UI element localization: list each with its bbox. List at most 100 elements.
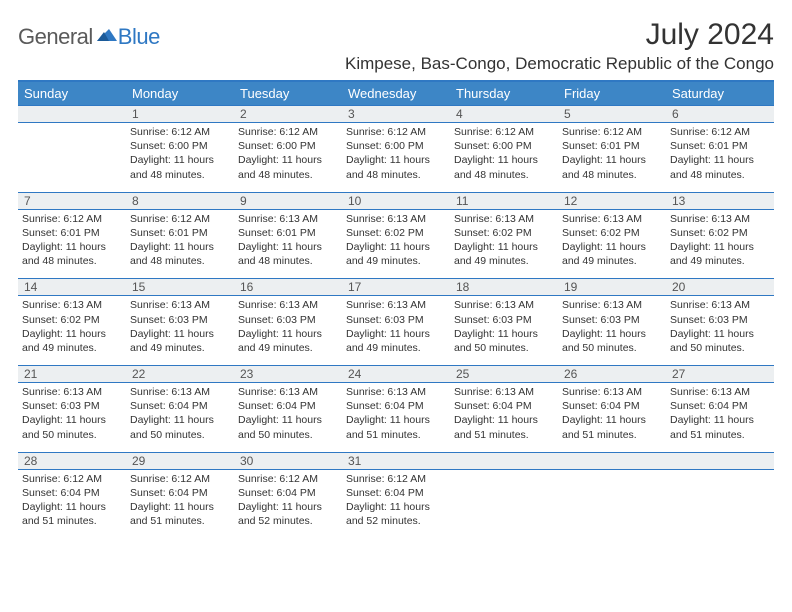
day-line: Sunset: 6:03 PM — [670, 313, 770, 327]
day-number: 13 — [666, 192, 774, 209]
week-row: Sunrise: 6:13 AM Sunset: 6:03 PM Daylight:… — [18, 383, 774, 453]
day-line: Daylight: 11 hours — [346, 413, 446, 427]
day-header: Thursday — [450, 82, 558, 106]
day-line: and 49 minutes. — [454, 254, 554, 268]
day-number: 17 — [342, 279, 450, 296]
day-cell: Sunrise: 6:13 AMSunset: 6:03 PMDaylight:… — [342, 296, 450, 366]
day-number: 18 — [450, 279, 558, 296]
day-line: Sunset: 6:01 PM — [130, 226, 230, 240]
day-line: and 48 minutes. — [130, 168, 230, 182]
day-cell: Sunrise: 6:13 AMSunset: 6:04 PMDaylight:… — [450, 383, 558, 453]
daynum-row: 28293031 — [18, 452, 774, 469]
day-line: Sunset: 6:03 PM — [562, 313, 662, 327]
day-cell: Sunrise: 6:12 AMSunset: 6:01 PMDaylight:… — [558, 123, 666, 193]
day-line: and 49 minutes. — [670, 254, 770, 268]
day-line: Sunset: 6:04 PM — [238, 399, 338, 413]
day-number: 9 — [234, 192, 342, 209]
day-number: 1 — [126, 106, 234, 123]
day-line: and 51 minutes. — [346, 428, 446, 442]
week-row: Sunrise: 6:12 AMSunset: 6:00 PMDaylight:… — [18, 123, 774, 193]
day-line: Sunset: 6:03 PM — [454, 313, 554, 327]
day-number: 27 — [666, 366, 774, 383]
day-line: and 48 minutes. — [346, 168, 446, 182]
day-number: 14 — [18, 279, 126, 296]
header: General Blue July 2024 — [18, 18, 774, 52]
day-line: and 50 minutes. — [130, 428, 230, 442]
day-number — [450, 452, 558, 469]
day-line: Sunrise: 6:12 AM — [130, 125, 230, 139]
day-line: Sunset: 6:02 PM — [454, 226, 554, 240]
day-line: and 49 minutes. — [238, 341, 338, 355]
day-line: Sunset: 6:00 PM — [454, 139, 554, 153]
day-cell — [666, 469, 774, 538]
day-line: and 51 minutes. — [562, 428, 662, 442]
day-line: and 48 minutes. — [130, 254, 230, 268]
day-number: 15 — [126, 279, 234, 296]
day-line: Sunrise: 6:12 AM — [22, 472, 122, 486]
day-line: Daylight: 11 hours — [238, 500, 338, 514]
day-line: and 48 minutes. — [22, 254, 122, 268]
day-line: Sunset: 6:03 PM — [22, 399, 122, 413]
day-number — [18, 106, 126, 123]
day-line: Daylight: 11 hours — [454, 327, 554, 341]
day-line: Daylight: 11 hours — [22, 327, 122, 341]
day-cell: Sunrise: 6:13 AMSunset: 6:02 PMDaylight:… — [666, 209, 774, 279]
day-cell: Sunrise: 6:12 AMSunset: 6:00 PMDaylight:… — [450, 123, 558, 193]
day-number: 16 — [234, 279, 342, 296]
day-cell: Sunrise: 6:12 AMSunset: 6:00 PMDaylight:… — [342, 123, 450, 193]
day-line: Sunset: 6:04 PM — [130, 399, 230, 413]
day-cell: Sunrise: 6:12 AMSunset: 6:01 PMDaylight:… — [666, 123, 774, 193]
calendar-body: 123456Sunrise: 6:12 AMSunset: 6:00 PMDay… — [18, 106, 774, 539]
day-line: Sunset: 6:02 PM — [346, 226, 446, 240]
day-line: Sunset: 6:03 PM — [346, 313, 446, 327]
day-line: Daylight: 11 hours — [562, 153, 662, 167]
day-line: Sunset: 6:00 PM — [130, 139, 230, 153]
day-line: Sunrise: 6:13 AM — [346, 385, 446, 399]
day-line: and 50 minutes. — [454, 341, 554, 355]
daynum-row: 14151617181920 — [18, 279, 774, 296]
day-line: and 49 minutes. — [130, 341, 230, 355]
daynum-row: 123456 — [18, 106, 774, 123]
day-number: 3 — [342, 106, 450, 123]
day-line: Sunrise: 6:13 AM — [238, 212, 338, 226]
day-number: 20 — [666, 279, 774, 296]
day-line: Sunrise: 6:12 AM — [238, 472, 338, 486]
day-line: Sunset: 6:03 PM — [130, 313, 230, 327]
day-line: Daylight: 11 hours — [670, 413, 770, 427]
day-cell — [18, 123, 126, 193]
day-line: Sunset: 6:04 PM — [346, 486, 446, 500]
day-number: 10 — [342, 192, 450, 209]
day-number: 22 — [126, 366, 234, 383]
week-row: Sunrise: 6:12 AMSunset: 6:04 PMDaylight:… — [18, 469, 774, 538]
day-number: 8 — [126, 192, 234, 209]
day-cell: Sunrise: 6:13 AMSunset: 6:03 PMDaylight:… — [558, 296, 666, 366]
day-line: Sunrise: 6:12 AM — [346, 125, 446, 139]
week-row: Sunrise: 6:12 AMSunset: 6:01 PMDaylight:… — [18, 209, 774, 279]
day-header: Saturday — [666, 82, 774, 106]
day-line: Sunrise: 6:12 AM — [562, 125, 662, 139]
day-cell: Sunrise: 6:12 AMSunset: 6:04 PMDaylight:… — [234, 469, 342, 538]
day-number — [666, 452, 774, 469]
day-line: and 52 minutes. — [238, 514, 338, 528]
day-number: 19 — [558, 279, 666, 296]
day-line: Sunrise: 6:13 AM — [346, 212, 446, 226]
day-line: Daylight: 11 hours — [130, 413, 230, 427]
day-line: Daylight: 11 hours — [346, 153, 446, 167]
day-line: Sunrise: 6:12 AM — [238, 125, 338, 139]
day-line: Daylight: 11 hours — [562, 327, 662, 341]
day-line: Sunset: 6:03 PM — [238, 313, 338, 327]
day-cell: Sunrise: 6:13 AMSunset: 6:02 PMDaylight:… — [18, 296, 126, 366]
day-header: Wednesday — [342, 82, 450, 106]
day-line: Daylight: 11 hours — [346, 500, 446, 514]
day-line: Daylight: 11 hours — [346, 327, 446, 341]
day-line: Sunrise: 6:12 AM — [130, 472, 230, 486]
day-number: 28 — [18, 452, 126, 469]
day-number: 11 — [450, 192, 558, 209]
day-number: 7 — [18, 192, 126, 209]
day-line: Sunrise: 6:13 AM — [454, 212, 554, 226]
day-header: Monday — [126, 82, 234, 106]
day-line: Sunset: 6:02 PM — [22, 313, 122, 327]
day-line: Sunset: 6:02 PM — [670, 226, 770, 240]
day-line: Sunset: 6:02 PM — [562, 226, 662, 240]
day-line: Sunrise: 6:13 AM — [346, 298, 446, 312]
